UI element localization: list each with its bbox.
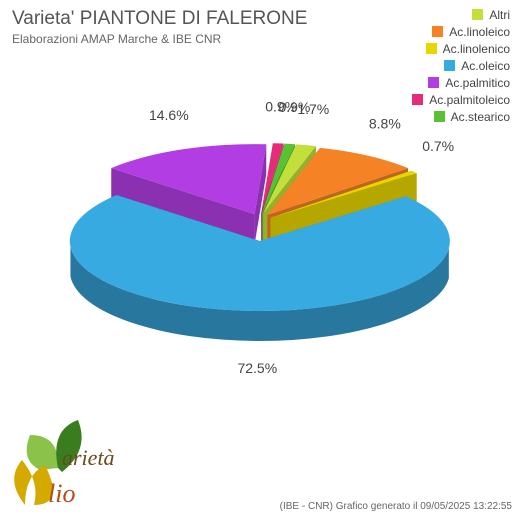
svg-text:lio: lio xyxy=(48,479,75,508)
legend-swatch xyxy=(426,43,437,54)
svg-text:arietà: arietà xyxy=(62,445,115,470)
legend-item: Ac.linoleico xyxy=(412,23,510,40)
slice-label: 72.5% xyxy=(237,360,277,376)
legend-item: Ac.linolenico xyxy=(412,40,510,57)
legend-item: Altri xyxy=(412,6,510,23)
footer-text: (IBE - CNR) Grafico generato il 09/05/20… xyxy=(280,501,512,512)
page-subtitle: Elaborazioni AMAP Marche & IBE CNR xyxy=(12,32,221,46)
brand-logo: arietà lio xyxy=(10,410,150,510)
legend-swatch xyxy=(472,9,483,20)
legend-label: Altri xyxy=(489,8,510,22)
pie-chart: 1.7%8.8%0.7%72.5%14.6%0.9%0.9% xyxy=(0,72,520,402)
legend-label: Ac.oleico xyxy=(461,59,510,73)
legend-swatch xyxy=(432,26,443,37)
slice-label: 14.6% xyxy=(149,107,189,123)
slice-label: 0.7% xyxy=(422,138,454,154)
legend-label: Ac.linoleico xyxy=(449,25,510,39)
legend-label: Ac.linolenico xyxy=(443,42,510,56)
legend-swatch xyxy=(444,60,455,71)
page-title: Varieta' PIANTONE DI FALERONE xyxy=(12,8,307,30)
slice-label: 0.9% xyxy=(278,99,310,115)
slice-label: 8.8% xyxy=(369,116,401,132)
